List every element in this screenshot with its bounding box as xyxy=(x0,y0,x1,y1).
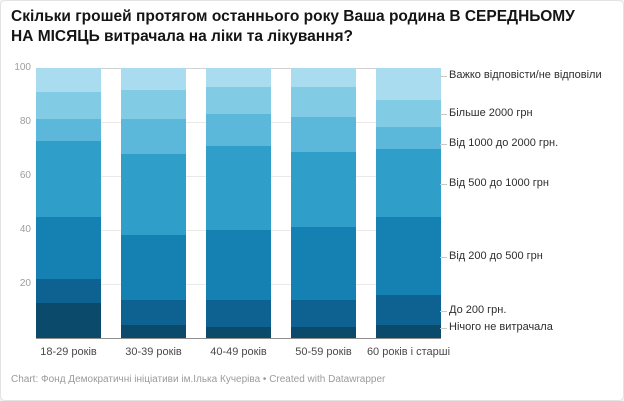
legend-connector xyxy=(440,328,447,329)
stacked-bar-60 років і старші xyxy=(376,68,441,338)
bar-segment[interactable] xyxy=(291,68,356,87)
bar-segment[interactable] xyxy=(291,300,356,328)
x-axis-baseline xyxy=(36,338,441,339)
bar-segment[interactable] xyxy=(291,151,356,228)
bar-segment[interactable] xyxy=(36,119,101,141)
legend-connector xyxy=(440,184,447,185)
x-axis-label: 50-59 років xyxy=(295,346,352,358)
bar-segment[interactable] xyxy=(121,300,186,325)
x-axis-label: 40-49 років xyxy=(210,346,267,358)
bar-segment[interactable] xyxy=(206,68,271,87)
legend-connector xyxy=(440,311,447,312)
chart-title: Скільки грошей протягом останнього року … xyxy=(11,8,575,46)
y-axis-tick-40: 40 xyxy=(19,224,31,235)
bar-segment[interactable] xyxy=(376,149,441,217)
bar-segment[interactable] xyxy=(291,86,356,117)
legend-label: Від 200 до 500 грн xyxy=(449,250,543,262)
bar-segment[interactable] xyxy=(206,146,271,230)
legend-connector xyxy=(440,114,447,115)
legend-label: Від 500 до 1000 грн xyxy=(449,177,549,189)
bar-segment[interactable] xyxy=(376,216,441,295)
bar-segment[interactable] xyxy=(36,68,101,93)
y-axis-tick-100: 100 xyxy=(14,62,31,73)
bar-segment[interactable] xyxy=(206,327,271,338)
bar-segment[interactable] xyxy=(376,68,441,101)
bar-segment[interactable] xyxy=(291,227,356,301)
bar-segment[interactable] xyxy=(121,154,186,236)
bar-segment[interactable] xyxy=(206,230,271,301)
chart-footer: Chart: Фонд Демократичні ініціативи ім.І… xyxy=(11,374,386,385)
bar-segment[interactable] xyxy=(206,113,271,147)
y-axis-tick-80: 80 xyxy=(19,116,31,127)
legend-connector xyxy=(440,76,447,77)
bar-segment[interactable] xyxy=(36,278,101,303)
x-axis-label: 30-39 років xyxy=(125,346,182,358)
y-axis-tick-20: 20 xyxy=(19,278,31,289)
bar-segment[interactable] xyxy=(376,100,441,128)
bar-segment[interactable] xyxy=(121,324,186,338)
bar-segment[interactable] xyxy=(376,294,441,325)
legend-label: Важко відповісти/не відповіли xyxy=(449,69,602,81)
bar-segment[interactable] xyxy=(121,68,186,90)
bar-segment[interactable] xyxy=(36,140,101,217)
stacked-bar-18-29 років xyxy=(36,68,101,338)
bar-segment[interactable] xyxy=(291,116,356,152)
bar-segment[interactable] xyxy=(291,327,356,338)
bar-segment[interactable] xyxy=(206,300,271,328)
bar-segment[interactable] xyxy=(36,92,101,120)
stacked-bar-40-49 років xyxy=(206,68,271,338)
x-axis-label: 18-29 років xyxy=(40,346,97,358)
legend-label: До 200 грн. xyxy=(449,304,507,316)
stacked-bar-30-39 років xyxy=(121,68,186,338)
bar-segment[interactable] xyxy=(121,119,186,155)
legend-label: Нічого не витрачала xyxy=(449,321,553,333)
legend-connector xyxy=(440,144,447,145)
bar-segment[interactable] xyxy=(121,89,186,120)
legend-connector xyxy=(440,257,447,258)
bar-segment[interactable] xyxy=(376,127,441,149)
bar-segment[interactable] xyxy=(376,324,441,338)
legend-label: Від 1000 до 2000 грн. xyxy=(449,137,559,149)
y-axis-tick-60: 60 xyxy=(19,170,31,181)
bar-segment[interactable] xyxy=(206,86,271,114)
x-axis-label: 60 років і старші xyxy=(366,346,451,358)
bar-segment[interactable] xyxy=(36,302,101,338)
stacked-bar-50-59 років xyxy=(291,68,356,338)
bar-segment[interactable] xyxy=(36,216,101,279)
legend-label: Більше 2000 грн xyxy=(449,107,533,119)
bar-segment[interactable] xyxy=(121,235,186,301)
